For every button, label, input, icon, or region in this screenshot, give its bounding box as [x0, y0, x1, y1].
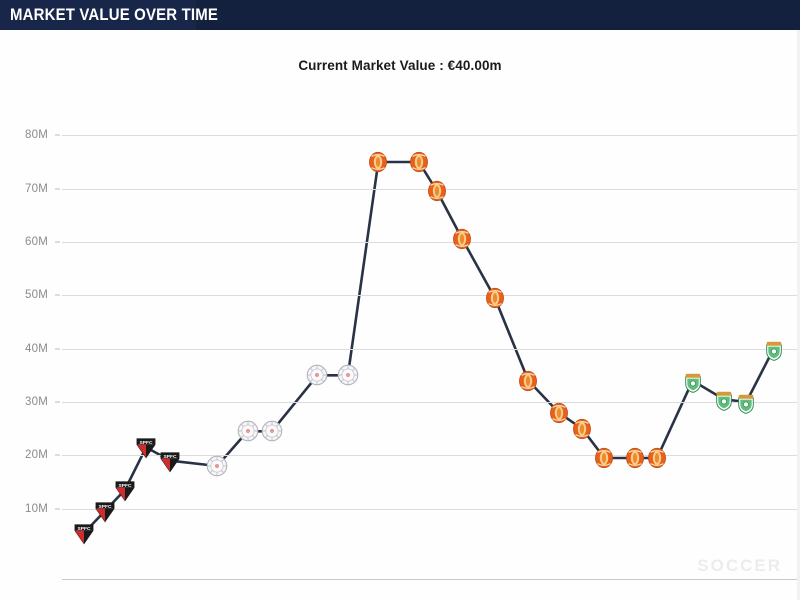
- gridline-y: [62, 455, 797, 457]
- page-title: MARKET VALUE OVER TIME: [10, 5, 219, 24]
- svg-text:SPFC: SPFC: [98, 504, 111, 510]
- y-axis-tick-label: 20M: [25, 449, 48, 462]
- y-tick-mark: [55, 188, 60, 190]
- y-tick-mark: [55, 348, 60, 350]
- plot-region: 80M70M60M50M40M30M20M10M2020202120222023…: [25, 114, 797, 580]
- data-point-marker-sao-paulo[interactable]: SPFC: [71, 520, 97, 546]
- right-edge-strip: [797, 30, 800, 600]
- data-point-marker-orange-club[interactable]: [569, 416, 595, 442]
- y-axis-tick-label: 80M: [25, 129, 48, 142]
- data-point-marker-orange-club[interactable]: [449, 226, 475, 252]
- svg-text:SPFC: SPFC: [140, 440, 153, 446]
- data-point-marker-green-club[interactable]: [761, 336, 787, 362]
- gridline-y: [62, 508, 797, 510]
- y-axis-tick-label: 30M: [25, 396, 48, 408]
- data-point-marker-sao-paulo[interactable]: SPFC: [157, 448, 183, 474]
- gridline-y: [62, 295, 797, 297]
- x-axis-line: [62, 579, 797, 580]
- y-tick-mark: [55, 134, 60, 136]
- data-point-marker-white-club[interactable]: [335, 362, 361, 388]
- data-point-marker-sao-paulo[interactable]: SPFC: [92, 498, 118, 524]
- y-axis-tick-label: 40M: [25, 342, 48, 355]
- y-axis-tick-label: 70M: [25, 182, 48, 195]
- y-tick-mark: [55, 294, 60, 296]
- data-point-marker-orange-club[interactable]: [515, 368, 541, 394]
- data-point-marker-sao-paulo[interactable]: SPFC: [112, 477, 138, 503]
- data-point-marker-orange-club[interactable]: [644, 445, 670, 471]
- data-point-marker-white-club[interactable]: [304, 362, 330, 388]
- y-axis-tick-label: 50M: [25, 289, 48, 302]
- data-point-marker-orange-club[interactable]: [546, 400, 572, 426]
- data-point-marker-orange-club[interactable]: [406, 149, 432, 175]
- header-bar-accent: [0, 0, 196, 30]
- chart-area: Current Market Value : €40.00m 80M 70M 60M…: [0, 30, 800, 600]
- svg-text:SPFC: SPFC: [164, 453, 177, 459]
- data-point-marker-white-club[interactable]: [259, 418, 285, 444]
- chart-title: Current Market Value : €40.00m: [298, 58, 502, 73]
- data-point-marker-white-club[interactable]: [204, 453, 230, 479]
- data-point-marker-green-club[interactable]: [733, 389, 759, 415]
- data-point-marker-white-club[interactable]: [235, 418, 261, 444]
- y-tick-mark: [55, 454, 60, 456]
- y-tick-mark: [55, 241, 60, 243]
- y-axis-tick-label: 60M: [25, 236, 48, 248]
- gridline-y: [62, 402, 797, 403]
- data-point-marker-orange-club[interactable]: [622, 445, 648, 471]
- svg-text:SPFC: SPFC: [118, 483, 131, 489]
- header-bar: MARKET VALUE OVER TIME: [0, 0, 800, 30]
- data-point-marker-green-club[interactable]: [680, 368, 706, 394]
- y-tick-mark: [55, 508, 60, 510]
- gridline-y: [62, 348, 797, 350]
- series-line: [83, 160, 775, 534]
- data-point-marker-green-club[interactable]: [711, 386, 737, 412]
- data-point-marker-orange-club[interactable]: [591, 445, 617, 471]
- data-point-marker-orange-club[interactable]: [424, 178, 450, 204]
- data-point-marker-sao-paulo[interactable]: SPFC: [133, 434, 159, 460]
- y-tick-mark: [55, 401, 60, 403]
- y-axis-tick-label: 10M: [25, 502, 48, 515]
- gridline-y: [62, 242, 797, 243]
- data-point-marker-orange-club[interactable]: [482, 285, 508, 311]
- data-point-marker-orange-club[interactable]: [365, 149, 391, 175]
- svg-text:SPFC: SPFC: [78, 525, 91, 531]
- gridline-y: [62, 135, 797, 137]
